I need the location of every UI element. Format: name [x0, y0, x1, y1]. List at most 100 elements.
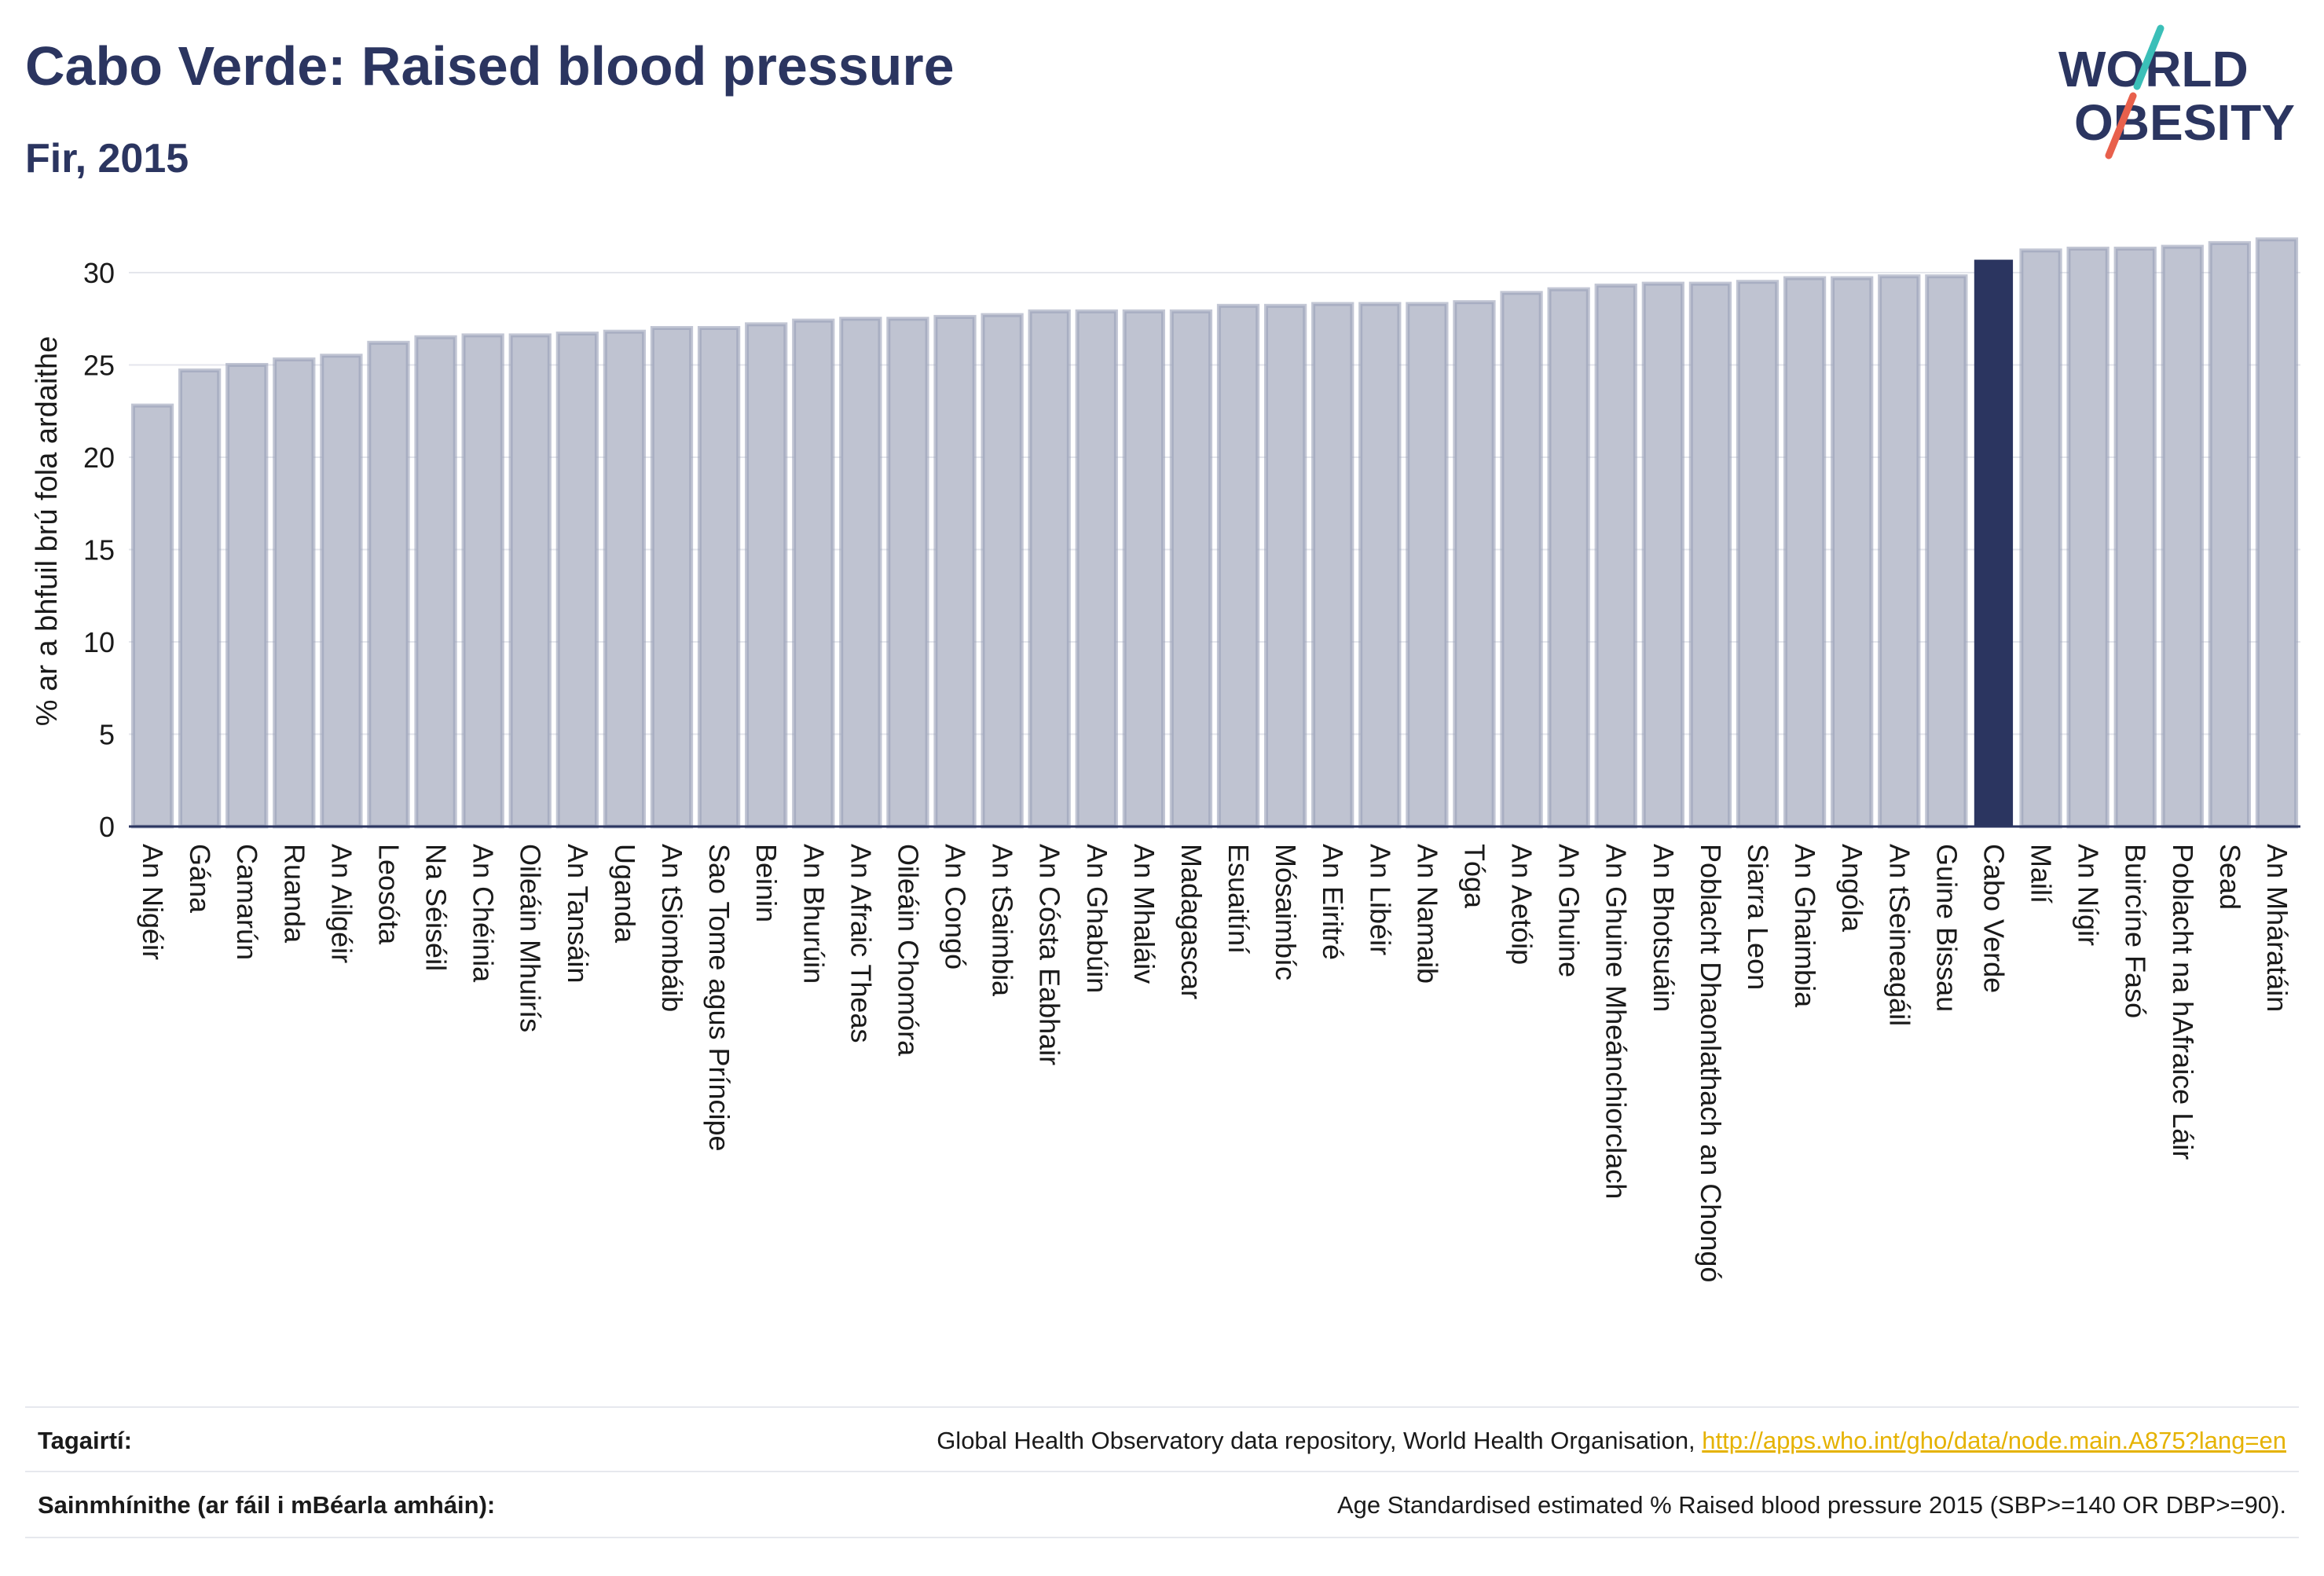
bar: [320, 354, 363, 829]
bar-highlight: [1974, 259, 2014, 826]
x-tick-label: An Eiritré: [1317, 844, 1349, 960]
bars: [130, 237, 2299, 829]
x-tick-label: Guine Bissau: [1930, 844, 1963, 1012]
bar: [792, 318, 835, 829]
references-label: Tagairtí:: [38, 1427, 132, 1454]
x-tick-label: Sead: [2214, 844, 2246, 910]
x-tick-label: Esuaitíní: [1222, 844, 1255, 954]
bar: [2113, 246, 2157, 829]
x-tick-label: Madagascar: [1175, 844, 1208, 999]
chart-subtitle: Fir, 2015: [25, 136, 189, 181]
x-tick-label: An Bhurúin: [797, 844, 830, 984]
references-link[interactable]: http://apps.who.int/gho/data/node.main.A…: [1702, 1427, 2286, 1454]
bar: [1547, 287, 1590, 829]
bar: [650, 326, 694, 829]
x-tick-label: An Congó: [940, 844, 972, 969]
x-tick-label: Gána: [184, 844, 216, 914]
y-axis-label: % ar a bhfuil brú fola ardaithe: [31, 336, 64, 726]
x-tick-label: Buircíne Fasó: [2120, 844, 2152, 1018]
x-tick-label: An Tansáin: [562, 844, 594, 983]
bar: [1358, 302, 1402, 829]
x-tick-label: An Mhaláiv: [1128, 844, 1160, 984]
logo-slash-top: [2133, 24, 2165, 90]
bar: [273, 357, 316, 829]
x-tick-label: Poblacht na hAfraice Láir: [2167, 844, 2199, 1160]
x-tick-label: An Cósta Eabhair: [1034, 844, 1066, 1065]
bar: [1122, 309, 1166, 829]
x-tick-label: Mailí: [2025, 844, 2058, 903]
x-tick-label: An Namaib: [1411, 844, 1443, 984]
bar: [130, 403, 174, 829]
bar: [178, 368, 222, 829]
x-tick-label: Poblacht Dhaonlathach an Chongó: [1695, 844, 1727, 1282]
y-tick-label: 30: [83, 257, 115, 289]
references-row: Tagairtí: Global Health Observatory data…: [25, 1406, 2299, 1472]
x-tick-labels: An Nigéir Gána Camarún Ruanda An Ailgéir Leos…: [137, 844, 2293, 1282]
logo-slash-bottom: [2105, 92, 2137, 159]
bar: [981, 313, 1024, 829]
x-tick-label: An Chéinia: [467, 844, 500, 983]
definitions-label: Sainmhínithe (ar fáil i mBéarla amháin):: [38, 1491, 496, 1519]
x-tick-label: An tSaimbia: [987, 844, 1019, 997]
bar: [1263, 303, 1307, 829]
bar: [1500, 291, 1543, 829]
bar: [839, 317, 882, 829]
bar: [886, 317, 929, 829]
bar-chart: An Nigéir Gána Camarún Ruanda An Ailgéir Leos…: [31, 237, 2300, 1282]
x-tick-label: An tSiombáib: [656, 844, 688, 1012]
bar: [555, 332, 599, 829]
bar: [225, 363, 269, 829]
y-tick-labels: 0 5 10 15 20 25 30: [83, 257, 115, 843]
x-tick-label: An Ghaimbia: [1789, 844, 1821, 1008]
bar: [2066, 246, 2110, 829]
references-value: Global Health Observatory data repositor…: [937, 1427, 2286, 1455]
x-tick-label: Cabo Verde: [1978, 844, 2010, 993]
y-tick-label: 0: [99, 811, 115, 843]
x-tick-label: Ruanda: [278, 844, 310, 944]
x-tick-label: Na Séiséil: [420, 844, 453, 971]
y-tick-label: 15: [83, 534, 115, 566]
bar: [1594, 283, 1637, 829]
references-text: Global Health Observatory data repositor…: [937, 1427, 1703, 1454]
x-tick-label: Siarra Leon: [1742, 844, 1774, 990]
x-tick-label: Beinin: [750, 844, 783, 922]
bar: [603, 329, 647, 829]
x-tick-label: An Libéir: [1364, 844, 1396, 955]
bar: [1453, 300, 1496, 829]
definitions-row: Sainmhínithe (ar fáil i mBéarla amháin):…: [25, 1471, 2299, 1538]
bar: [2161, 244, 2204, 829]
bar: [1216, 303, 1260, 829]
bar: [1641, 281, 1684, 829]
world-obesity-logo: WORLD OBESITY: [2058, 24, 2295, 159]
bar: [1736, 280, 1780, 829]
bar: [2019, 248, 2062, 829]
bar: [933, 314, 977, 829]
y-tick-label: 5: [99, 719, 115, 751]
y-tick-label: 25: [83, 350, 115, 382]
x-tick-label: Mósaimbíc: [1270, 844, 1302, 980]
x-tick-label: An Mháratáin: [2261, 844, 2293, 1012]
bar: [1688, 281, 1732, 829]
x-tick-label: Oileáin Mhuirís: [515, 844, 547, 1032]
bar: [1028, 309, 1071, 829]
bar: [1783, 276, 1827, 829]
x-tick-label: An Bhotsuáin: [1648, 844, 1680, 1012]
bar: [1925, 274, 1968, 829]
x-tick-label: Sao Tome agus Príncipe: [703, 844, 735, 1152]
y-tick-label: 20: [83, 442, 115, 474]
x-tick-label: An Nigéir: [137, 844, 169, 960]
x-tick-label: Oileáin Chomóra: [892, 844, 924, 1057]
x-tick-label: Camarún: [231, 844, 263, 960]
bar: [1169, 309, 1213, 829]
x-tick-label: An tSeineagáil: [1883, 844, 1915, 1026]
x-tick-label: Uganda: [609, 844, 641, 944]
x-tick-label: Angóla: [1836, 844, 1868, 933]
bar: [697, 326, 741, 829]
bar: [414, 335, 457, 829]
bar: [2255, 237, 2299, 829]
bar: [1311, 302, 1354, 829]
chart-title: Cabo Verde: Raised blood pressure: [25, 35, 955, 97]
bar: [461, 333, 504, 829]
bar: [1406, 302, 1449, 829]
x-tick-label: Tóga: [1458, 844, 1490, 909]
